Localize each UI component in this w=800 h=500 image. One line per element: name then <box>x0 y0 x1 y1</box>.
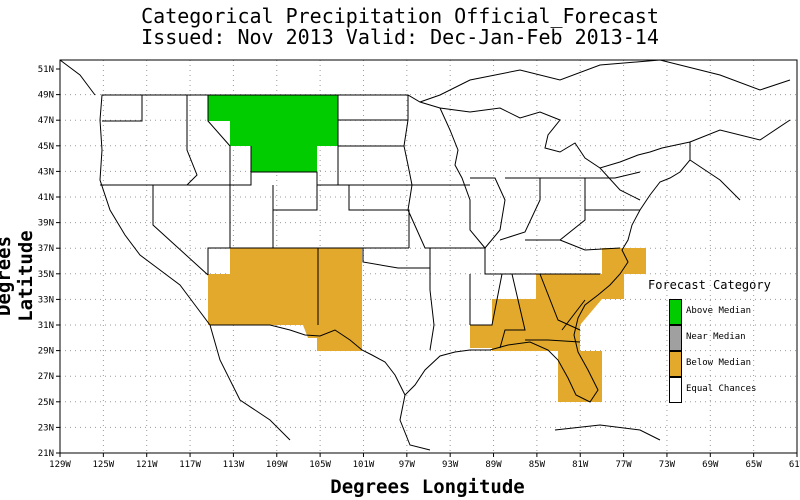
y-tick-label: 29N <box>38 347 54 357</box>
x-tick-label: 129W <box>49 460 71 470</box>
x-tick-label: 81W <box>572 460 589 470</box>
y-tick-label: 43N <box>38 167 54 177</box>
y-tick-label: 23N <box>38 423 54 433</box>
x-tick-label: 117W <box>179 460 201 470</box>
state-borders <box>99 94 691 403</box>
x-tick-label: 97W <box>399 460 416 470</box>
x-tick-label: 69W <box>702 460 719 470</box>
x-tick-label: 85W <box>529 460 546 470</box>
y-tick-label: 27N <box>38 372 54 382</box>
y-tick-label: 25N <box>38 398 54 408</box>
x-tick-label: 105W <box>309 460 331 470</box>
x-tick-label: 125W <box>93 460 115 470</box>
below-median-region-southwest <box>208 248 362 351</box>
x-tick-label: 65W <box>746 460 763 470</box>
legend-swatch <box>669 325 682 351</box>
x-axis-label: Degrees Longitude <box>330 476 525 498</box>
x-tick-label: 109W <box>266 460 288 470</box>
y-tick-label: 39N <box>38 219 54 229</box>
legend-label: Below Median <box>686 358 752 368</box>
x-tick-label: 89W <box>485 460 502 470</box>
y-axis-ticks: 51N 49N 47N 45N 43N 41N 39N 37N 35N 33N 31N 29N 27N 2… <box>38 65 60 459</box>
legend-label: Near Median <box>686 332 746 342</box>
y-tick-label: 21N <box>38 449 54 459</box>
chart-title: Categorical Precipitation Official_Forec… <box>141 4 659 28</box>
x-tick-label: 73W <box>659 460 676 470</box>
x-tick-label: 101W <box>353 460 375 470</box>
above-median-region <box>208 95 338 172</box>
legend-label: Equal Chances <box>686 384 757 394</box>
y-tick-label: 35N <box>38 270 54 280</box>
y-tick-label: 51N <box>38 65 54 75</box>
y-tick-label: 49N <box>38 91 54 101</box>
legend-label: Above Median <box>686 306 752 316</box>
legend-swatch <box>669 351 682 377</box>
x-tick-label: 113W <box>223 460 245 470</box>
map-frame <box>59 59 798 454</box>
legend-title: Forecast Category <box>648 278 771 292</box>
below-median-region-southeast <box>470 248 646 402</box>
legend-swatch <box>669 377 682 403</box>
x-axis-ticks: 129W 125W 121W 117W 113W 109W 105W 101W 97W 93W 89… <box>49 453 800 470</box>
x-tick-label: 93W <box>442 460 459 470</box>
chart-subtitle: Issued: Nov 2013 Valid: Dec-Jan-Feb 2013… <box>141 25 659 49</box>
x-tick-label: 121W <box>136 460 158 470</box>
y-tick-label: 33N <box>38 295 54 305</box>
y-tick-label: 37N <box>38 244 54 254</box>
y-tick-label: 45N <box>38 142 54 152</box>
y-tick-label: 47N <box>38 116 54 126</box>
coastlines-extra <box>59 59 791 451</box>
map-grid <box>60 60 797 453</box>
forecast-regions <box>208 95 646 402</box>
y-tick-label: 31N <box>38 321 54 331</box>
legend-swatch <box>669 299 682 325</box>
y-axis-label: Degrees Latitude <box>0 230 37 322</box>
x-tick-label: 77W <box>615 460 632 470</box>
x-tick-label: 61W <box>789 460 800 470</box>
y-tick-label: 41N <box>38 193 54 203</box>
